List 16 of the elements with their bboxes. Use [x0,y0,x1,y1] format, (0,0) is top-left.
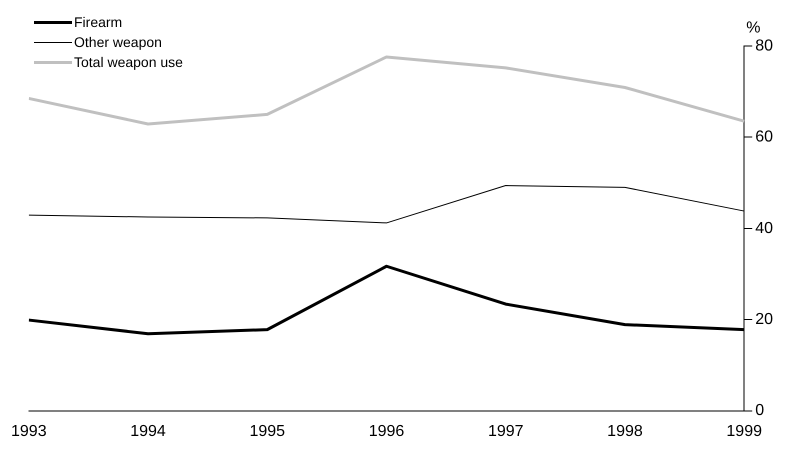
y-axis-title: % [746,19,760,36]
y-tick-label: 20 [755,311,774,328]
x-tick-label: 1997 [488,422,524,440]
legend-label: Firearm [74,14,122,30]
y-tick-label: 60 [755,128,774,146]
x-tick-label: 1998 [607,422,643,440]
x-tick-label: 1996 [368,422,404,440]
y-tick-label: 80 [755,37,774,54]
y-tick-label: 40 [755,220,774,237]
x-tick-label: 1993 [11,422,47,440]
legend-label: Other weapon [74,34,162,50]
legend-label: Total weapon use [74,54,183,70]
x-tick-label: 1995 [249,422,286,440]
x-tick-label: 1999 [726,422,762,440]
x-tick-label: 1994 [130,422,166,440]
y-tick-label: 0 [755,402,764,420]
